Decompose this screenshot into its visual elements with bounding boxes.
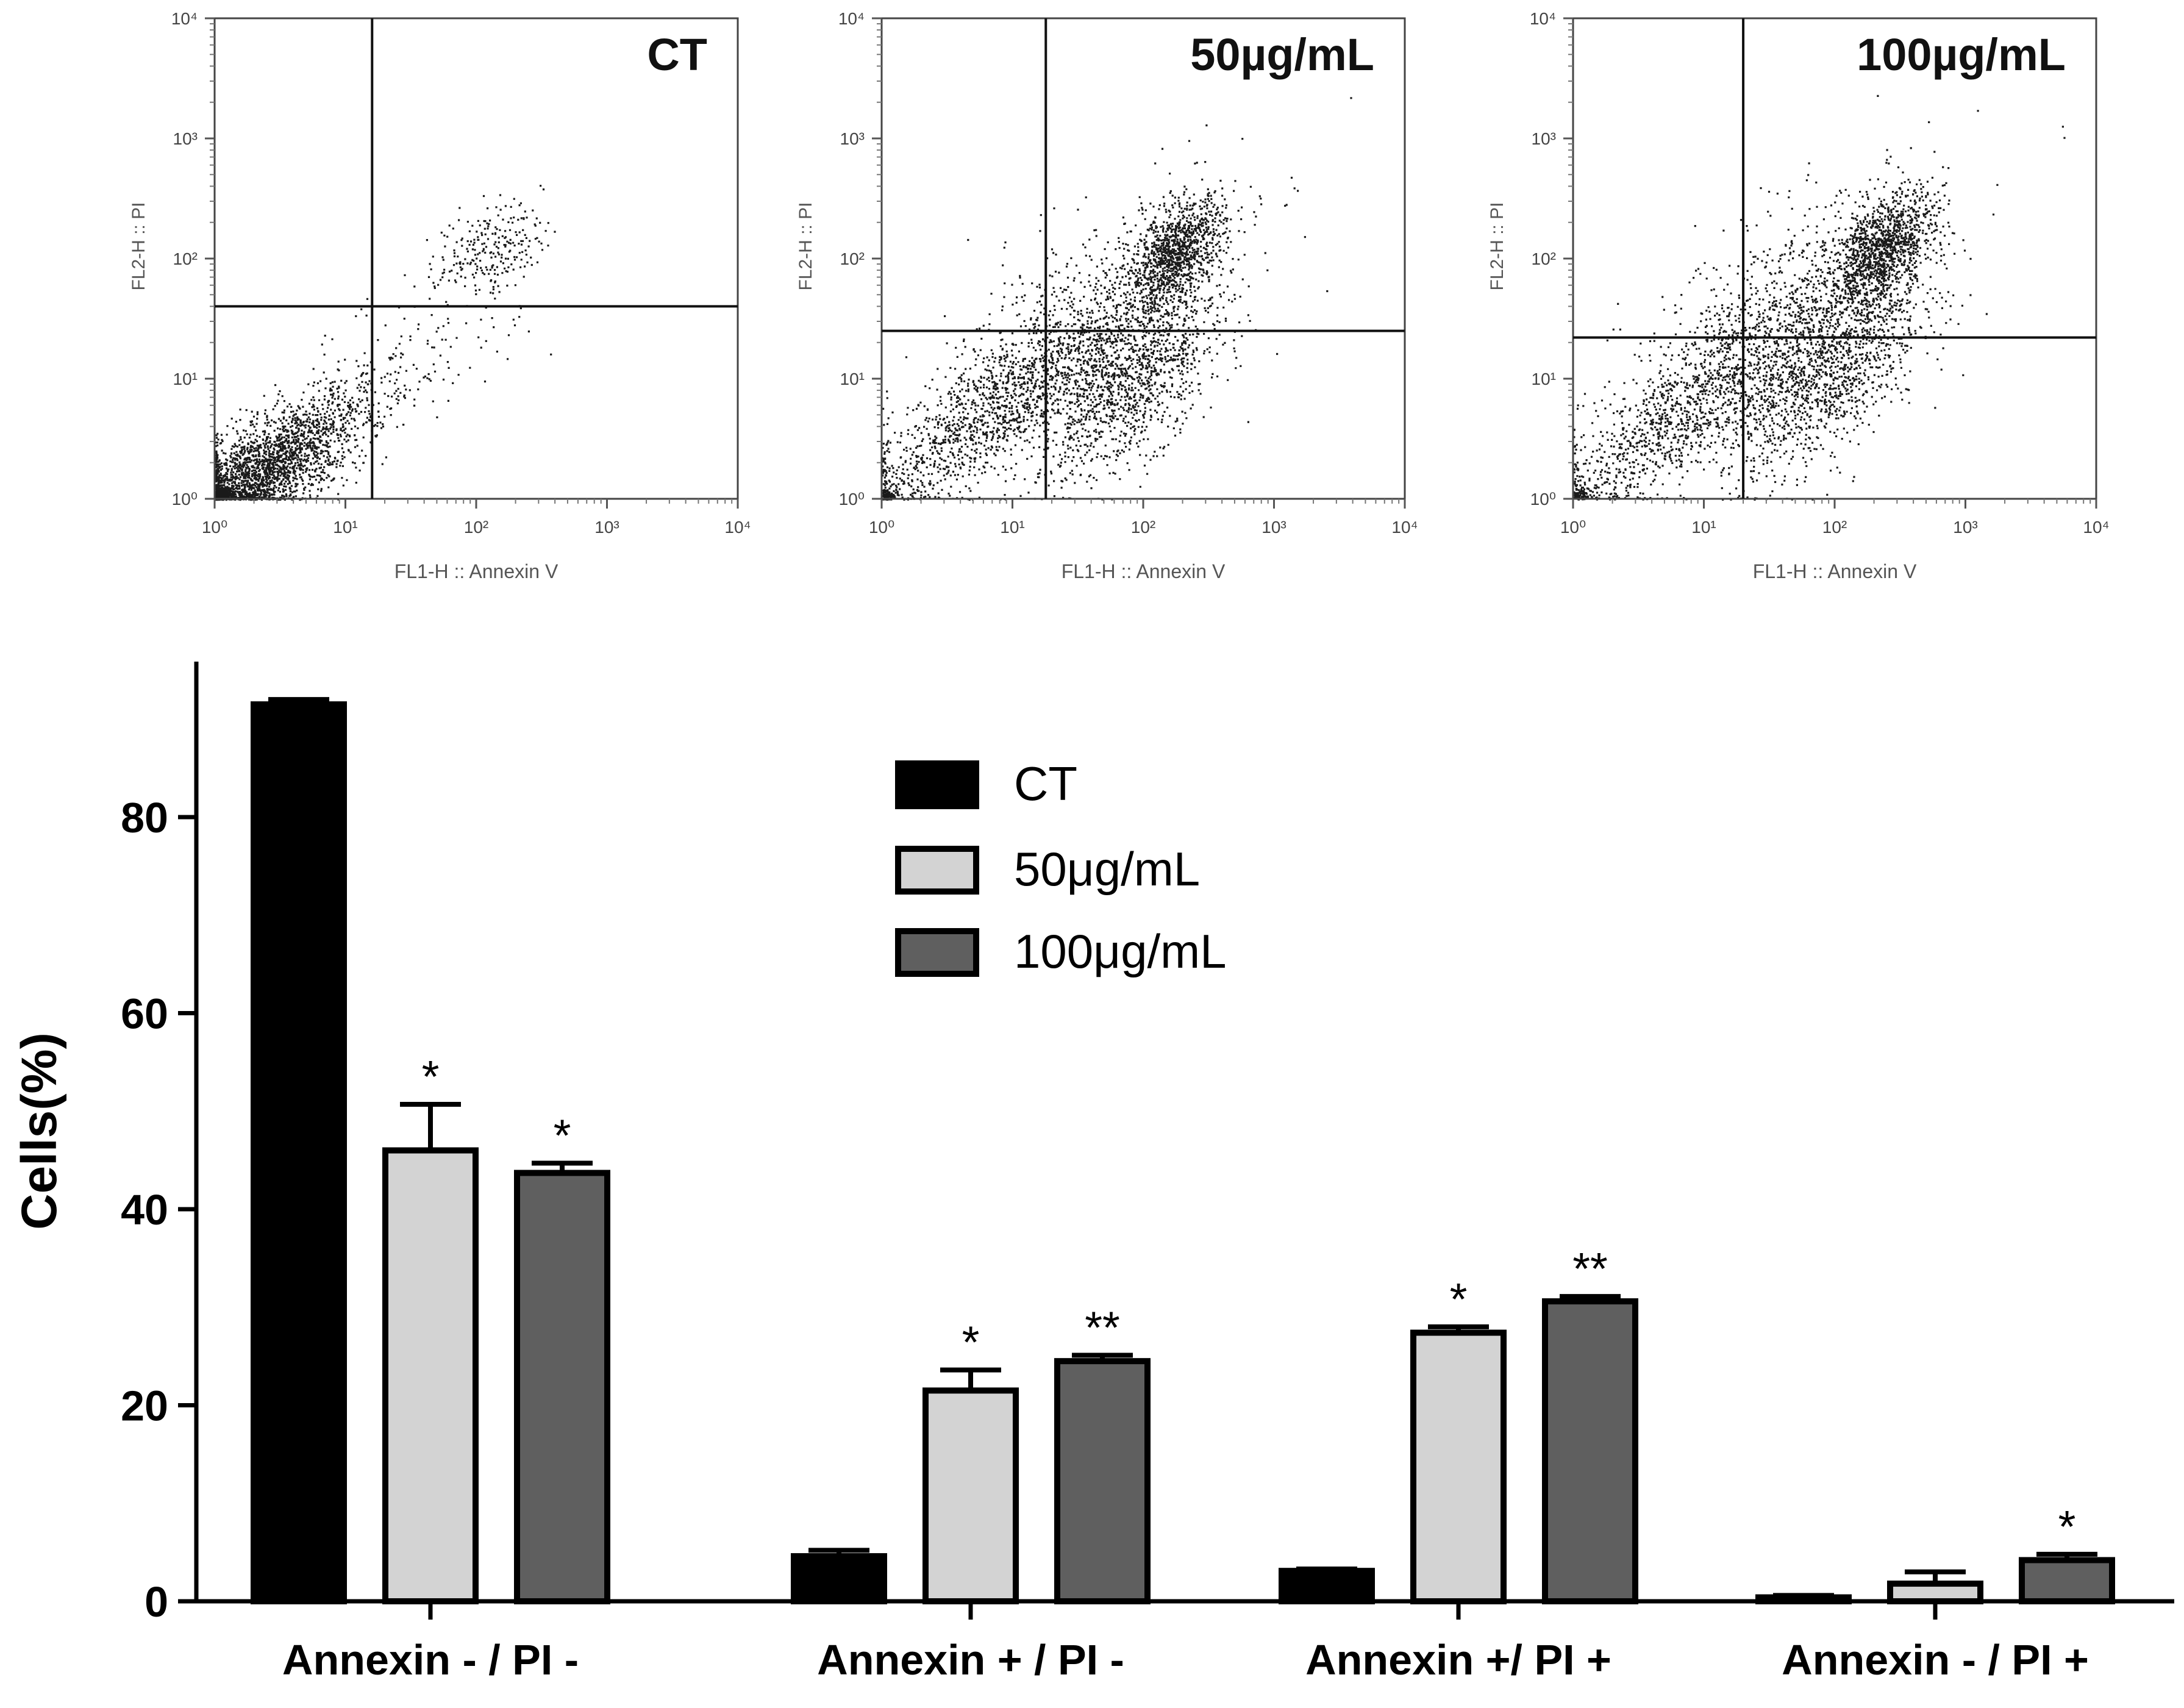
- significance-marker: **: [1085, 1302, 1120, 1353]
- x-tick-label: 10⁰: [202, 518, 227, 537]
- x-tick-label: 10³: [1953, 518, 1977, 537]
- legend-label: 100μg/mL: [1014, 924, 1227, 978]
- significance-marker: *: [554, 1110, 571, 1160]
- bar: [1279, 1568, 1375, 1604]
- y-tick-label: 10²: [840, 249, 865, 268]
- y-tick-label: 10³: [840, 129, 865, 148]
- x-tick-label: 10⁰: [1560, 518, 1586, 537]
- y-tick-label: 10⁰: [172, 490, 198, 509]
- bar: [1054, 1358, 1151, 1605]
- x-tick-label: 10³: [594, 518, 619, 537]
- bar: [1410, 1329, 1507, 1604]
- scatter-events: [1573, 95, 2066, 501]
- bar: [1542, 1298, 1638, 1604]
- y-axis-label: FL2-H :: PI: [1487, 202, 1507, 290]
- bar: [251, 701, 347, 1604]
- plot-frame: [1572, 17, 2097, 500]
- x-axis-label: FL1-H :: Annexin V: [1753, 560, 1917, 582]
- x-tick-label: 10¹: [333, 518, 357, 537]
- bar: [1755, 1594, 1852, 1605]
- x-tick-label: 10⁰: [869, 518, 894, 537]
- y-tick-label: 10¹: [173, 370, 198, 388]
- y-tick-label: 10³: [1532, 129, 1556, 148]
- x-tick-label: 10⁴: [2083, 518, 2109, 537]
- scatter-events: [215, 185, 556, 501]
- y-tick-label: 10³: [173, 129, 198, 148]
- x-axis-label: FL1-H :: Annexin V: [394, 560, 558, 582]
- x-tick-label: 10²: [1131, 518, 1155, 537]
- y-axis-label: FL2-H :: PI: [796, 202, 816, 290]
- legend-label: CT: [1014, 757, 1077, 810]
- x-tick-label: 10³: [1262, 518, 1286, 537]
- y-axis-label: FL2-H :: PI: [129, 202, 149, 290]
- legend-swatch: [895, 928, 979, 977]
- legend-swatch: [895, 846, 979, 895]
- x-tick-label: 10¹: [1000, 518, 1024, 537]
- y-tick-label: 40: [121, 1186, 168, 1234]
- bar: [514, 1170, 610, 1604]
- panel-title: CT: [647, 29, 707, 80]
- significance-marker: *: [962, 1317, 980, 1368]
- x-tick-label: Annexin - / PI -: [282, 1636, 579, 1684]
- panel-title: 50µg/mL: [1190, 29, 1374, 80]
- y-tick-label: 10²: [1532, 249, 1556, 268]
- x-tick-label: 10¹: [1691, 518, 1716, 537]
- significance-marker: *: [422, 1051, 440, 1102]
- x-tick-label: Annexin - / PI +: [1782, 1636, 2089, 1684]
- y-tick-label: 60: [121, 990, 168, 1038]
- bar: [791, 1553, 887, 1604]
- y-tick-label: 20: [121, 1382, 168, 1430]
- y-tick-label: 10⁴: [1530, 9, 1556, 28]
- y-tick-label: 10¹: [840, 370, 865, 388]
- plot-frame: [880, 17, 1406, 500]
- bar: [1887, 1581, 1983, 1604]
- y-tick-label: 10⁰: [839, 490, 865, 509]
- y-tick-label: 0: [145, 1578, 168, 1626]
- x-tick-label: Annexin + / PI -: [817, 1636, 1124, 1684]
- bar: [382, 1147, 479, 1605]
- y-tick-label: 10²: [173, 249, 198, 268]
- x-tick-label: 10⁴: [1391, 518, 1418, 537]
- x-tick-label: 10²: [464, 518, 488, 537]
- x-tick-label: Annexin +/ PI +: [1305, 1636, 1611, 1684]
- legend-swatch: [895, 760, 979, 809]
- panel-title: 100µg/mL: [1857, 29, 2066, 80]
- scatter-events: [882, 97, 1352, 501]
- y-tick-label: 10⁰: [1530, 490, 1556, 509]
- significance-marker: **: [1572, 1243, 1608, 1294]
- legend-label: 50μg/mL: [1014, 842, 1200, 896]
- y-axis-label: Cells(%): [12, 1032, 67, 1230]
- bar: [2019, 1557, 2115, 1605]
- y-tick-label: 10⁴: [838, 9, 865, 28]
- y-tick-label: 10⁴: [171, 9, 198, 28]
- bar: [922, 1387, 1019, 1604]
- y-tick-label: 10¹: [1532, 370, 1556, 388]
- x-tick-label: 10⁴: [724, 518, 751, 537]
- y-tick-label: 80: [121, 794, 168, 841]
- x-axis-label: FL1-H :: Annexin V: [1062, 560, 1226, 582]
- significance-marker: *: [1450, 1274, 1468, 1324]
- x-tick-label: 10²: [1822, 518, 1847, 537]
- significance-marker: *: [2058, 1501, 2076, 1552]
